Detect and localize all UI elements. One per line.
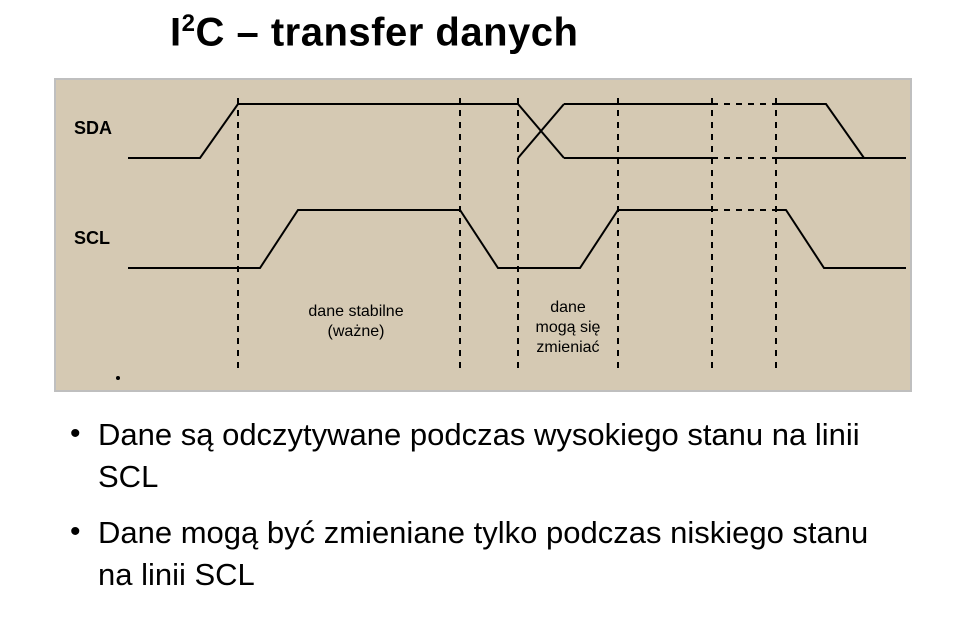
timing-diagram-frame: SDA SCL dane stabilne (ważne) dane mogą się zm… [54,78,912,392]
diagram-annotation: dane [550,299,586,316]
bullet-item: Dane są odczytywane podczas wysokiego st… [70,414,910,498]
diagram-dot [116,376,120,380]
diagram-annotation: mogą się [536,319,601,336]
title-rest: C – transfer danych [195,10,578,54]
bullet-list: Dane są odczytywane podczas wysokiego st… [70,414,910,609]
scl-label: SCL [74,228,110,248]
diagram-annotation: dane stabilne [308,303,403,320]
title-prefix: I [170,10,182,54]
diagram-annotation: zmieniać [536,339,599,356]
title-superscript: 2 [182,10,196,37]
bullet-item: Dane mogą być zmieniane tylko podczas ni… [70,512,910,596]
diagram-bg [56,80,910,390]
slide-title: I2C – transfer danych [170,10,578,55]
sda-label: SDA [74,118,112,138]
diagram-annotation: (ważne) [328,323,385,340]
timing-diagram: SDA SCL dane stabilne (ważne) dane mogą się zm… [56,80,910,390]
